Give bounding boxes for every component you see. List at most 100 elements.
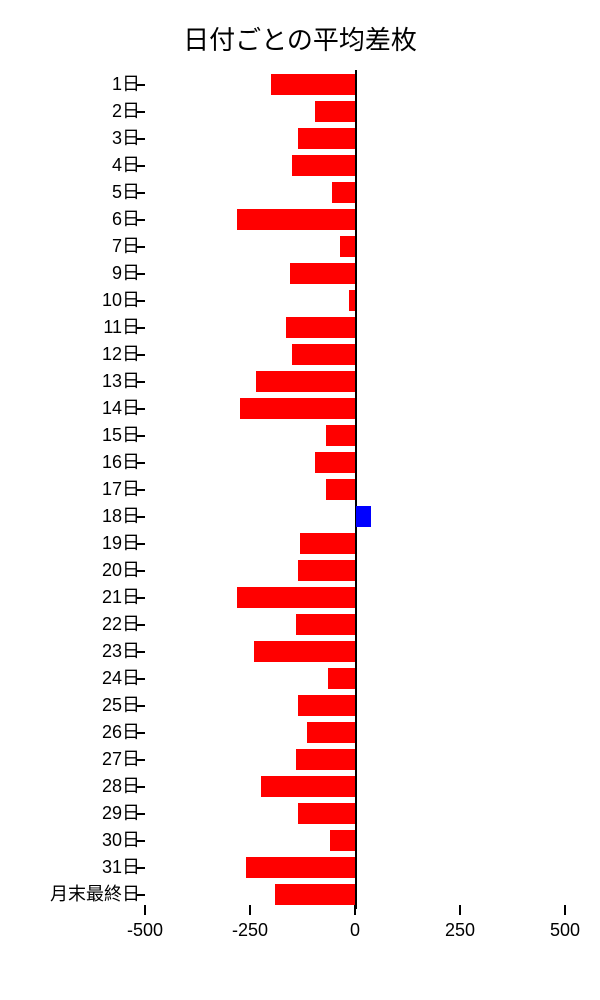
y-tick bbox=[137, 354, 145, 356]
y-axis-label: 17日 bbox=[20, 476, 140, 503]
bar bbox=[296, 749, 355, 770]
bar-row bbox=[145, 233, 565, 260]
bar-row bbox=[145, 881, 565, 908]
bar bbox=[332, 182, 355, 203]
y-tick bbox=[137, 678, 145, 680]
bar-row bbox=[145, 854, 565, 881]
bar-row bbox=[145, 287, 565, 314]
y-axis-label: 31日 bbox=[20, 854, 140, 881]
x-tick-label: 250 bbox=[445, 920, 475, 941]
bar bbox=[328, 668, 355, 689]
x-tick-label: -250 bbox=[232, 920, 268, 941]
x-tick-label: 0 bbox=[350, 920, 360, 941]
y-tick bbox=[137, 165, 145, 167]
y-axis-label: 14日 bbox=[20, 395, 140, 422]
y-axis-label: 28日 bbox=[20, 773, 140, 800]
bar bbox=[240, 398, 356, 419]
bar bbox=[286, 317, 355, 338]
x-axis: -500-2500250500 bbox=[145, 915, 565, 955]
y-axis-label: 月末最終日 bbox=[20, 881, 140, 908]
bar bbox=[271, 74, 355, 95]
bar-row bbox=[145, 152, 565, 179]
y-tick bbox=[137, 138, 145, 140]
y-tick bbox=[137, 327, 145, 329]
bar-row bbox=[145, 71, 565, 98]
bar bbox=[256, 371, 355, 392]
y-tick bbox=[137, 273, 145, 275]
bar bbox=[330, 830, 355, 851]
bar bbox=[326, 425, 355, 446]
bar bbox=[298, 695, 355, 716]
y-tick bbox=[137, 759, 145, 761]
bar-row bbox=[145, 341, 565, 368]
bar-row bbox=[145, 611, 565, 638]
y-axis-label: 4日 bbox=[20, 152, 140, 179]
bar-row bbox=[145, 314, 565, 341]
bar-row bbox=[145, 206, 565, 233]
x-tick bbox=[564, 905, 566, 915]
y-axis-label: 27日 bbox=[20, 746, 140, 773]
y-axis-label: 23日 bbox=[20, 638, 140, 665]
bar bbox=[349, 290, 355, 311]
y-tick bbox=[137, 462, 145, 464]
y-tick bbox=[137, 651, 145, 653]
x-tick bbox=[249, 905, 251, 915]
chart-title: 日付ごとの平均差枚 bbox=[0, 20, 600, 57]
bar bbox=[298, 803, 355, 824]
y-tick bbox=[137, 381, 145, 383]
y-axis-label: 6日 bbox=[20, 206, 140, 233]
bar bbox=[307, 722, 355, 743]
y-axis-label: 22日 bbox=[20, 611, 140, 638]
bar-row bbox=[145, 557, 565, 584]
y-tick bbox=[137, 624, 145, 626]
y-axis-label: 30日 bbox=[20, 827, 140, 854]
y-axis-label: 26日 bbox=[20, 719, 140, 746]
bar bbox=[254, 641, 355, 662]
y-tick bbox=[137, 705, 145, 707]
y-axis-label: 18日 bbox=[20, 503, 140, 530]
y-tick bbox=[137, 570, 145, 572]
plot-area bbox=[145, 70, 565, 920]
bar bbox=[261, 776, 356, 797]
bar bbox=[315, 452, 355, 473]
bar bbox=[300, 533, 355, 554]
y-axis-label: 21日 bbox=[20, 584, 140, 611]
bar bbox=[315, 101, 355, 122]
bar bbox=[340, 236, 355, 257]
y-axis-label: 2日 bbox=[20, 98, 140, 125]
y-axis-label: 24日 bbox=[20, 665, 140, 692]
x-tick bbox=[144, 905, 146, 915]
bar bbox=[237, 587, 355, 608]
bar-row bbox=[145, 530, 565, 557]
bar bbox=[290, 263, 355, 284]
x-tick-label: 500 bbox=[550, 920, 580, 941]
chart-container: 日付ごとの平均差枚 1日2日3日4日5日6日7日9日10日11日12日13日14… bbox=[0, 0, 600, 1000]
bar-row bbox=[145, 719, 565, 746]
bar bbox=[296, 614, 355, 635]
bar bbox=[246, 857, 355, 878]
bar-row bbox=[145, 179, 565, 206]
y-tick bbox=[137, 786, 145, 788]
bar-row bbox=[145, 449, 565, 476]
y-tick bbox=[137, 219, 145, 221]
y-axis-label: 15日 bbox=[20, 422, 140, 449]
y-tick bbox=[137, 813, 145, 815]
bar bbox=[292, 344, 355, 365]
bar bbox=[298, 128, 355, 149]
bar-row bbox=[145, 98, 565, 125]
y-axis-label: 1日 bbox=[20, 71, 140, 98]
bar bbox=[275, 884, 355, 905]
bar bbox=[326, 479, 355, 500]
y-tick bbox=[137, 489, 145, 491]
y-tick bbox=[137, 192, 145, 194]
y-tick bbox=[137, 246, 145, 248]
y-axis-label: 20日 bbox=[20, 557, 140, 584]
y-axis-label: 13日 bbox=[20, 368, 140, 395]
y-tick bbox=[137, 84, 145, 86]
y-tick bbox=[137, 894, 145, 896]
y-axis-label: 19日 bbox=[20, 530, 140, 557]
y-axis-label: 5日 bbox=[20, 179, 140, 206]
y-tick bbox=[137, 867, 145, 869]
y-tick bbox=[137, 840, 145, 842]
y-axis-label: 10日 bbox=[20, 287, 140, 314]
